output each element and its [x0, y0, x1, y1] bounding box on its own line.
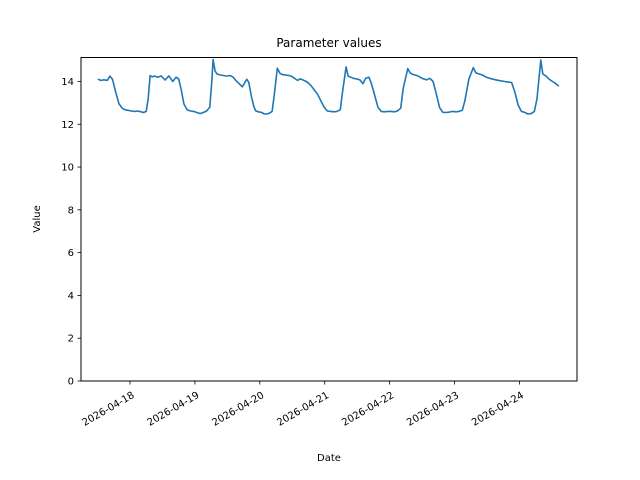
x-tick-label: 2026-04-22	[340, 390, 396, 429]
x-tick-label: 2026-04-24	[470, 390, 526, 429]
chart-title: Parameter values	[276, 36, 381, 50]
x-axis-label: Date	[317, 453, 341, 464]
y-tick-label: 2	[68, 334, 74, 345]
x-tick-label: 2026-04-18	[81, 390, 137, 429]
data-line	[97, 58, 560, 115]
x-tick-label: 2026-04-23	[405, 390, 461, 429]
x-tick-label: 2026-04-19	[146, 390, 202, 429]
x-tick-label: 2026-04-21	[275, 390, 331, 429]
y-tick-label: 14	[61, 77, 74, 88]
y-tick-label: 12	[61, 120, 74, 131]
y-tick-label: 10	[61, 163, 74, 174]
y-tick-label: 6	[68, 248, 74, 259]
y-tick-label: 0	[68, 377, 74, 388]
plot-border	[80, 57, 578, 382]
y-axis-label: Value	[32, 205, 43, 232]
y-tick-label: 8	[68, 205, 74, 216]
x-tick-label: 2026-04-20	[210, 390, 266, 429]
y-tick-label: 4	[68, 291, 74, 302]
data-line-layer	[97, 58, 560, 115]
